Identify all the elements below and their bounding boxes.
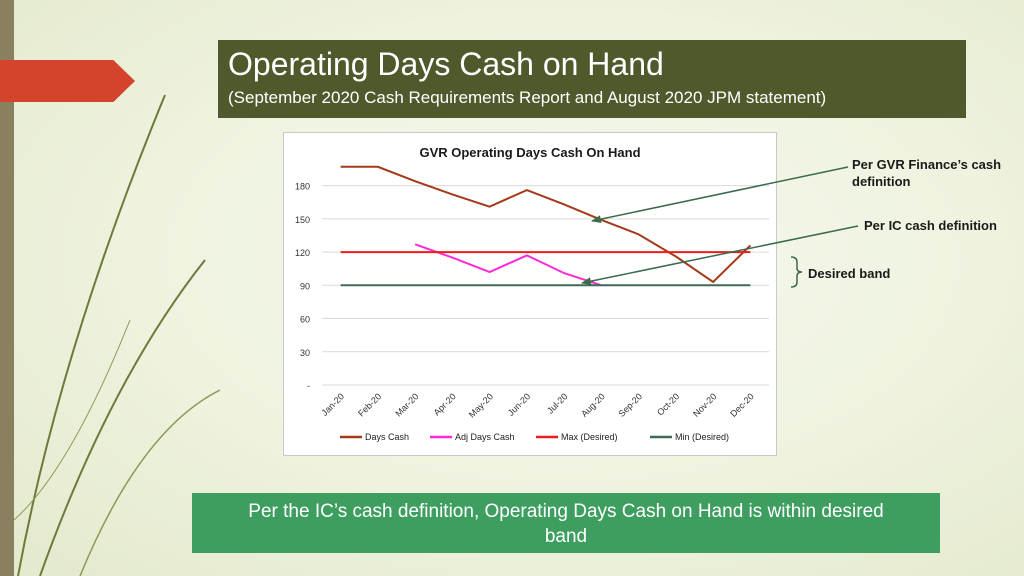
- page-title: Operating Days Cash on Hand: [228, 46, 664, 82]
- y-tick-label: 120: [295, 248, 310, 258]
- y-tick-label: 180: [295, 182, 310, 192]
- series-line-days-cash: [340, 165, 752, 284]
- legend-label-adj-days-cash: Adj Days Cash: [455, 432, 515, 442]
- y-tick-label: 90: [300, 281, 310, 291]
- ic-definition-label: Per IC cash definition: [864, 218, 997, 233]
- y-tick-label: 30: [300, 348, 310, 358]
- legend-label-min-desired: Min (Desired): [675, 432, 729, 442]
- conclusion-banner: Per the IC’s cash definition, Operating …: [192, 493, 940, 553]
- conclusion-text: Per the IC’s cash definition, Operating …: [248, 501, 884, 547]
- band-bracket: [790, 256, 803, 288]
- y-tick-label: 60: [300, 315, 310, 325]
- page-subtitle: (September 2020 Cash Requirements Report…: [228, 88, 827, 107]
- ic-def-pointer-arrow: [581, 225, 859, 286]
- chart-title: GVR Operating Days Cash On Hand: [419, 145, 641, 160]
- y-tick-label: -: [307, 381, 310, 391]
- decorative-lines: [13, 94, 220, 576]
- left-edge-bar: [0, 0, 14, 576]
- legend-label-max-desired: Max (Desired): [561, 432, 618, 442]
- accent-arrow-shape: [0, 60, 135, 102]
- y-tick-label: 150: [295, 215, 310, 225]
- legend-label-days-cash: Days Cash: [365, 432, 409, 442]
- gvr-def-pointer-arrow: [591, 166, 849, 224]
- series-line-adj-days-cash: [414, 243, 602, 287]
- gvr-definition-label: Per GVR Finance’s cash definition: [852, 157, 1002, 189]
- chart-container: -30 60 90 120 150 180 Jan-20 Feb-20 Mar-20 Apr-20…: [283, 132, 777, 456]
- desired-band-label: Desired band: [808, 266, 891, 281]
- title-banner: Operating Days Cash on Hand (September 2…: [218, 40, 966, 118]
